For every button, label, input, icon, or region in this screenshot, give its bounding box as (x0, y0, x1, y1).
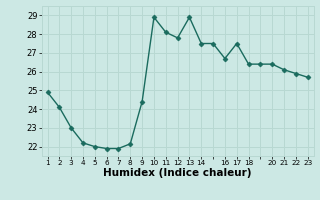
X-axis label: Humidex (Indice chaleur): Humidex (Indice chaleur) (103, 168, 252, 178)
